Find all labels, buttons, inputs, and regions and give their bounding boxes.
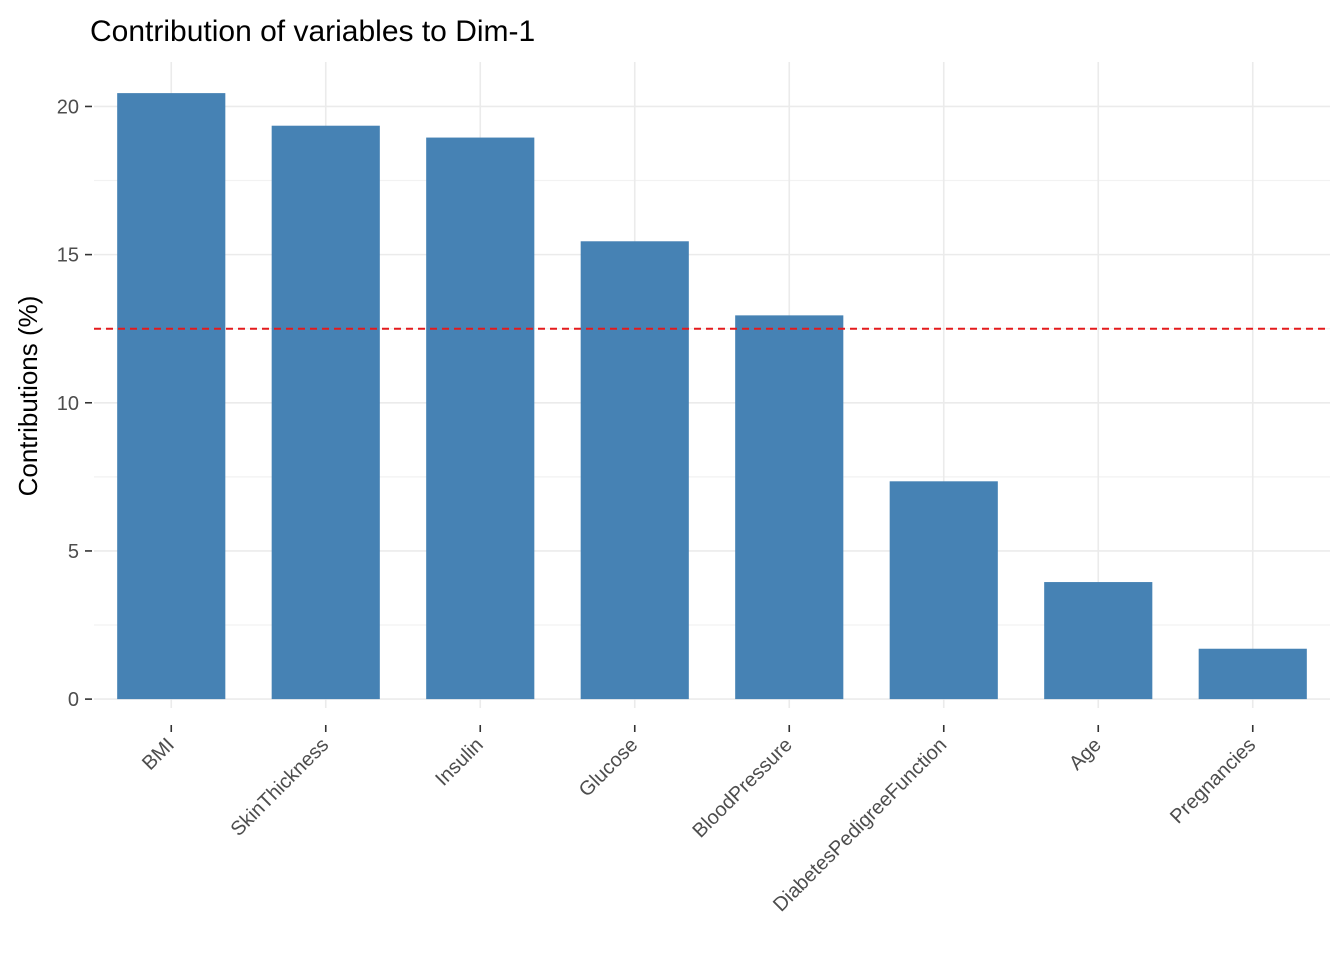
- chart-title: Contribution of variables to Dim-1: [90, 15, 535, 48]
- x-tick-label: BMI: [138, 734, 179, 775]
- x-tick-label: DiabetesPedigreeFunction: [769, 734, 951, 916]
- bar-Insulin: [426, 137, 535, 700]
- bar-BMI: [117, 93, 226, 700]
- y-axis-label: Contributions (%): [13, 296, 43, 497]
- y-tick-label: 5: [68, 541, 79, 563]
- bars: [117, 93, 1307, 700]
- bar-Pregnancies: [1198, 648, 1307, 700]
- x-tick-label: SkinThickness: [227, 734, 334, 841]
- bar-SkinThickness: [271, 125, 380, 700]
- y-axis: 0 5 10 15 20: [57, 96, 92, 711]
- x-tick-label: Glucose: [575, 734, 642, 801]
- bar-Glucose: [580, 241, 689, 700]
- x-axis: BMI SkinThickness Insulin Glucose BloodPress…: [138, 725, 1260, 916]
- x-tick-label: Insulin: [431, 734, 487, 790]
- y-tick-label: 0: [68, 689, 79, 711]
- y-tick-label: 20: [57, 96, 79, 118]
- x-tick-label: Age: [1065, 734, 1106, 775]
- bar-DiabetesPedigreeFunction: [889, 481, 998, 700]
- y-tick-label: 15: [57, 245, 79, 267]
- x-tick-label: BloodPressure: [688, 734, 796, 842]
- x-tick-label: Pregnancies: [1166, 734, 1260, 828]
- bar-Age: [1044, 582, 1153, 700]
- y-tick-label: 10: [57, 393, 79, 415]
- bar-BloodPressure: [735, 315, 844, 700]
